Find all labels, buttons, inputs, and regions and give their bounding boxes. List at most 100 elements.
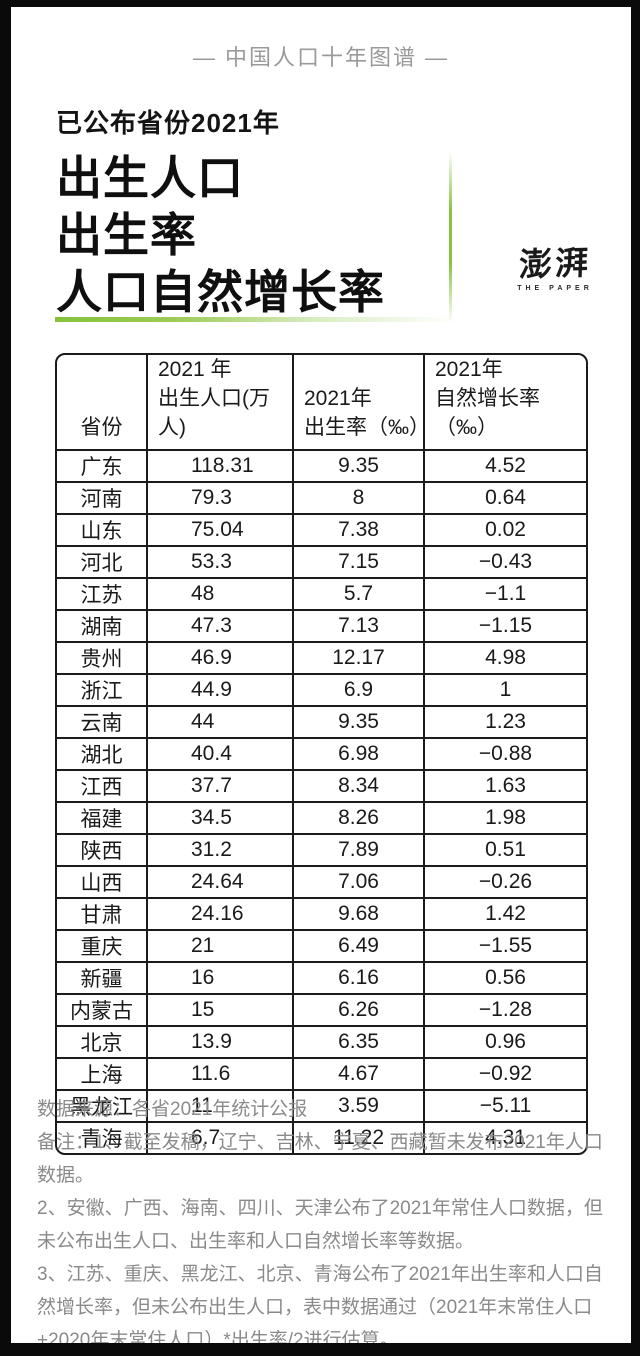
table-row: 湖南 47.3 7.13 −1.15 (57, 610, 586, 643)
table-row: 上海 11.6 4.67 −0.92 (57, 1058, 586, 1091)
data-table: 省份 2021 年 出生人口(万人) 2021年 出生率（‰） 2021年 自然… (57, 355, 586, 1153)
source-line: 数据来源：各省2021年统计公报 (37, 1099, 308, 1120)
province-cell: 湖南 (57, 610, 148, 643)
province-cell: 黑龙江 (57, 1090, 148, 1123)
table-row: 浙江 44.9 6.9 1 (57, 674, 586, 707)
title-line-birthrate: 出生率 (56, 209, 197, 261)
table-row: 河北 53.3 7.15 −0.43 (57, 546, 586, 579)
header-line: 自然增长率（‰） (435, 387, 540, 439)
value-cell: 34.5 (147, 802, 294, 835)
header-line: 出生率（‰） (304, 416, 430, 439)
value-cell: 40.4 (147, 738, 294, 771)
header-cell-birthrate: 2021年 出生率（‰） (293, 355, 430, 451)
value-cell: 0.56 (424, 962, 586, 995)
table-header-row: 省份 2021 年 出生人口(万人) 2021年 出生率（‰） 2021年 自然… (57, 355, 586, 451)
table-row: 福建 34.5 8.26 1.98 (57, 802, 586, 835)
value-cell: 24.64 (147, 866, 294, 899)
note-line-1: 备注：1、截至发稿，辽宁、吉林、宁夏、西藏暂未发布2021年人口数据。 (37, 1132, 603, 1186)
value-cell: 6.49 (293, 930, 425, 963)
value-cell: 44 (147, 706, 294, 739)
table-row: 云南 44 9.35 1.23 (57, 706, 586, 739)
value-cell: 1.98 (424, 802, 586, 835)
value-cell: 12.17 (293, 642, 425, 675)
province-cell: 新疆 (57, 962, 148, 995)
province-cell: 浙江 (57, 674, 148, 707)
value-cell: 8.26 (293, 802, 425, 835)
table-row: 河南 79.3 8 0.64 (57, 482, 586, 515)
value-cell: 31.2 (147, 834, 294, 867)
value-cell: 46.9 (147, 642, 294, 675)
province-cell: 江西 (57, 770, 148, 803)
province-cell: 河北 (57, 546, 148, 579)
footer-notes: 数据来源：各省2021年统计公报 备注：1、截至发稿，辽宁、吉林、宁夏、西藏暂未… (37, 1093, 617, 1343)
value-cell: 21 (147, 930, 294, 963)
province-cell: 湖北 (57, 738, 148, 771)
table-row: 贵州 46.9 12.17 4.98 (57, 642, 586, 675)
value-cell: 1.63 (424, 770, 586, 803)
value-cell: −0.26 (424, 866, 586, 899)
province-cell: 贵州 (57, 642, 148, 675)
province-cell: 陕西 (57, 834, 148, 867)
value-cell: 0.64 (424, 482, 586, 515)
header-line: 2021年 (304, 387, 372, 410)
value-cell: 9.35 (293, 450, 425, 483)
title-line-growthrate: 人口自然增长率 (56, 266, 385, 318)
table-row: 甘肃 24.16 9.68 1.42 (57, 898, 586, 931)
value-cell: 6.9 (293, 674, 425, 707)
value-cell: 7.13 (293, 610, 425, 643)
table-row: 重庆 21 6.49 −1.55 (57, 930, 586, 963)
kicker: — 中国人口十年图谱 — (192, 45, 450, 70)
province-cell: 内蒙古 (57, 994, 148, 1027)
title-line-births: 出生人口 (56, 152, 244, 204)
logo-en-text: THE PAPER (517, 285, 593, 292)
value-cell: 37.7 (147, 770, 294, 803)
note-line-2: 2、安徽、广西、海南、四川、天津公布了2021年常住人口数据，但未公布出生人口、… (37, 1198, 603, 1252)
value-cell: 1 (424, 674, 586, 707)
value-cell: −1.1 (424, 578, 586, 611)
value-cell: 44.9 (147, 674, 294, 707)
header-cell-province: 省份 (57, 355, 148, 451)
value-cell: 7.89 (293, 834, 425, 867)
province-cell: 云南 (57, 706, 148, 739)
province-cell: 青海 (57, 1122, 148, 1153)
value-cell: 3.59 (293, 1090, 425, 1123)
province-cell: 北京 (57, 1026, 148, 1059)
value-cell: 0.02 (424, 514, 586, 547)
value-cell: 8 (293, 482, 425, 515)
page-title: 出生人口 出生率 人口自然增长率 (56, 150, 385, 321)
page-frame: — 中国人口十年图谱 — 已公布省份2021年 出生人口 出生率 人口自然增长率… (11, 7, 631, 1343)
value-cell: 6.7 (147, 1122, 294, 1153)
value-cell: 79.3 (147, 482, 294, 515)
value-cell: −1.15 (424, 610, 586, 643)
data-table-container: 省份 2021 年 出生人口(万人) 2021年 出生率（‰） 2021年 自然… (55, 353, 588, 1155)
header-line: 出生人口(万人) (158, 387, 270, 439)
value-cell: 7.38 (293, 514, 425, 547)
value-cell: −1.28 (424, 994, 586, 1027)
value-cell: 6.16 (293, 962, 425, 995)
value-cell: 24.16 (147, 898, 294, 931)
table-row: 青海 6.7 11.22 4.31 (57, 1122, 586, 1153)
province-cell: 山西 (57, 866, 148, 899)
value-cell: 7.06 (293, 866, 425, 899)
value-cell: 6.26 (293, 994, 425, 1027)
province-cell: 上海 (57, 1058, 148, 1091)
title-eyebrow: 已公布省份2021年 (56, 108, 280, 138)
paper-logo: 澎湃 THE PAPER (517, 246, 593, 292)
table-row: 江苏 48 5.7 −1.1 (57, 578, 586, 611)
value-cell: 6.98 (293, 738, 425, 771)
value-cell: 4.98 (424, 642, 586, 675)
value-cell: 4.67 (293, 1058, 425, 1091)
table-row: 内蒙古 15 6.26 −1.28 (57, 994, 586, 1027)
province-cell: 山东 (57, 514, 148, 547)
value-cell: 8.34 (293, 770, 425, 803)
header-line: 省份 (80, 416, 123, 439)
province-cell: 甘肃 (57, 898, 148, 931)
value-cell: 13.9 (147, 1026, 294, 1059)
value-cell: 48 (147, 578, 294, 611)
value-cell: 9.35 (293, 706, 425, 739)
value-cell: −1.55 (424, 930, 586, 963)
value-cell: 16 (147, 962, 294, 995)
note-line-3: 3、江苏、重庆、黑龙江、北京、青海公布了2021年出生率和人口自然增长率，但未公… (37, 1264, 603, 1343)
province-cell: 河南 (57, 482, 148, 515)
table-row: 新疆 16 6.16 0.56 (57, 962, 586, 995)
